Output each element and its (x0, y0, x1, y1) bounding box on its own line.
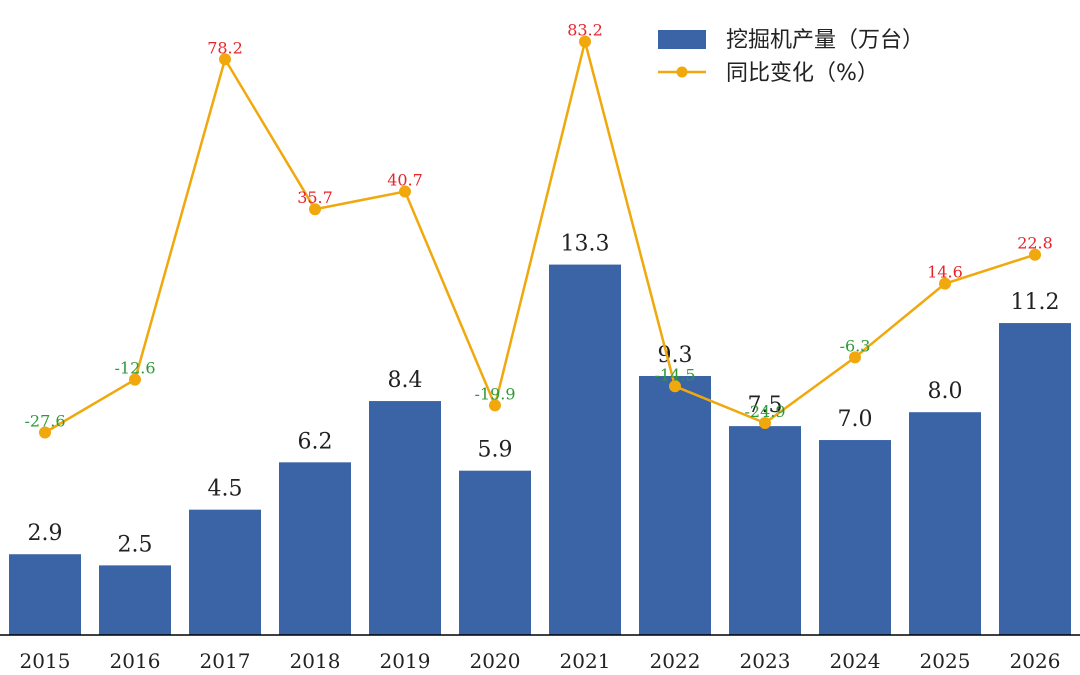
yoy-point-2025 (939, 277, 951, 290)
legend-swatch-bar (658, 30, 706, 49)
bar-value-label-2019: 8.4 (388, 368, 423, 393)
bar-value-label-2021: 13.3 (561, 232, 610, 257)
yoy-point-2017 (219, 53, 231, 66)
x-tick-2022: 2022 (650, 649, 701, 673)
yoy-point-2023 (759, 416, 771, 429)
x-tick-2021: 2021 (560, 649, 611, 673)
yoy-label-2023: -24.9 (744, 402, 785, 421)
x-tick-2018: 2018 (290, 649, 341, 673)
bar-value-label-2025: 8.0 (928, 379, 963, 404)
bar-2025 (909, 412, 981, 635)
x-tick-2023: 2023 (740, 649, 791, 673)
bar-value-label-2016: 2.5 (118, 532, 153, 557)
yoy-label-2016: -12.6 (114, 359, 155, 378)
bar-2019 (369, 401, 441, 635)
yoy-point-2022 (669, 380, 681, 393)
bar-2024 (819, 440, 891, 635)
x-tick-2017: 2017 (200, 649, 251, 673)
yoy-label-2020: -19.9 (474, 384, 515, 403)
bar-value-label-2018: 6.2 (298, 429, 333, 454)
bar-2017 (189, 509, 261, 635)
x-tick-2016: 2016 (110, 649, 161, 673)
yoy-label-2022: -14.5 (654, 365, 695, 384)
x-tick-2019: 2019 (380, 649, 431, 673)
yoy-point-2020 (489, 399, 501, 412)
yoy-point-2018 (309, 203, 321, 216)
x-tick-2020: 2020 (470, 649, 521, 673)
bar-2026 (999, 323, 1071, 635)
x-tick-2024: 2024 (830, 649, 881, 673)
yoy-label-2024: -6.3 (840, 336, 871, 355)
x-tick-2026: 2026 (1010, 649, 1061, 673)
yoy-change-line (44, 41, 1036, 434)
bar-2016 (99, 565, 171, 635)
yoy-label-2015: -27.6 (24, 412, 65, 431)
bar-2021 (549, 264, 621, 635)
bar-2022 (639, 375, 711, 635)
yoy-label-2017: 78.2 (207, 38, 243, 57)
x-tick-2015: 2015 (20, 649, 71, 673)
bar-value-label-2015: 2.9 (28, 521, 63, 546)
bar-value-label-2020: 5.9 (478, 438, 513, 463)
legend-swatch-marker (676, 66, 688, 78)
yoy-point-2021 (579, 35, 591, 48)
percent-labels: -27.6 -12.6 78.2 35.7 40.7 -19.9 83.2 -14.5 -24.… (24, 21, 1052, 431)
bar-2018 (279, 462, 351, 635)
bar-value-label-2017: 4.5 (208, 477, 243, 502)
line-series (39, 35, 1041, 439)
x-axis-ticks: 2015 2016 2017 2018 2019 2020 2021 2022 2023 2024… (20, 649, 1061, 673)
yoy-label-2019: 40.7 (387, 171, 423, 190)
yoy-label-2026: 22.8 (1017, 234, 1053, 253)
bar-value-label-2026: 11.2 (1011, 290, 1060, 315)
legend: 挖掘机产量（万台） 同比变化（%） (658, 28, 924, 86)
yoy-point-2019 (399, 185, 411, 198)
legend-label-bar: 挖掘机产量（万台） (726, 28, 924, 53)
bar-value-label-2022: 9.3 (658, 343, 693, 368)
yoy-point-2026 (1029, 248, 1041, 261)
bar-value-label-2024: 7.0 (838, 407, 873, 432)
yoy-point-2015 (39, 426, 51, 439)
bar-2020 (459, 470, 531, 635)
bar-value-labels: 2.9 2.54.56.28.45.913.39.37.57.08.011.2 (28, 232, 1060, 558)
yoy-point-2024 (849, 351, 861, 364)
bar-group (9, 264, 1071, 635)
yoy-label-2025: 14.6 (927, 263, 963, 282)
legend-label-line: 同比变化（%） (726, 61, 879, 86)
yoy-label-2018: 35.7 (297, 188, 333, 207)
bar-2015 (9, 554, 81, 635)
x-tick-2025: 2025 (920, 649, 971, 673)
bar-2023 (729, 426, 801, 635)
yoy-point-2016 (129, 373, 141, 386)
yoy-label-2021: 83.2 (567, 21, 603, 40)
